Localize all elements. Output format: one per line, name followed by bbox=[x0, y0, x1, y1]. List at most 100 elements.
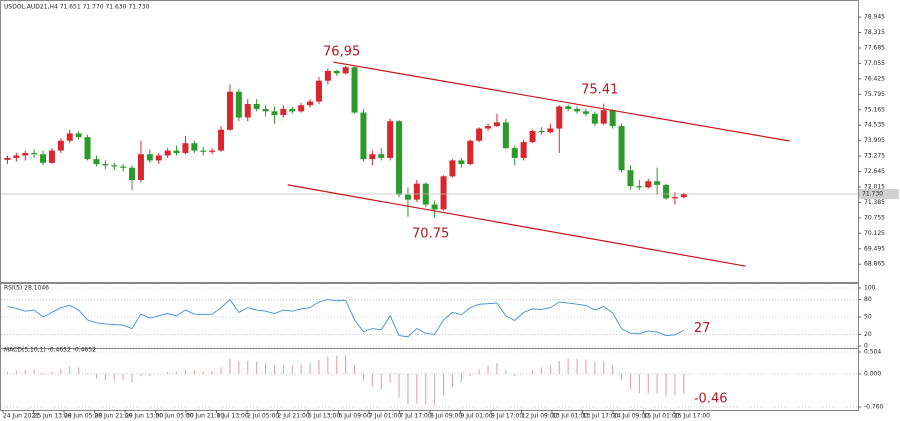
candle-body bbox=[591, 113, 598, 124]
candle-body bbox=[289, 108, 296, 112]
candle-body bbox=[485, 126, 492, 129]
y-tick-label: 76.425 bbox=[864, 75, 885, 82]
macd-bar bbox=[469, 373, 471, 377]
main-panel bbox=[0, 0, 859, 283]
macd-bar bbox=[202, 371, 204, 374]
candle-body bbox=[476, 128, 483, 141]
macd-bar bbox=[327, 356, 329, 374]
y-tick-label: 75.165 bbox=[864, 106, 885, 113]
x-tick-label: 13 Jul 01:00 bbox=[552, 413, 588, 420]
x-tick-label: 15 Jul 17:00 bbox=[674, 413, 710, 420]
candle-body bbox=[342, 67, 349, 74]
macd-bar bbox=[273, 365, 275, 374]
y-tick-label: 0.000 bbox=[864, 370, 881, 377]
candle-body bbox=[520, 142, 527, 158]
macd-bar bbox=[42, 373, 44, 374]
candle-body bbox=[218, 129, 225, 151]
x-tick-label: 6 Jul 09:00 bbox=[339, 413, 371, 420]
y-tick-label: 69.495 bbox=[864, 245, 885, 252]
y-tick-label: 77.055 bbox=[864, 60, 885, 67]
macd-bar bbox=[621, 373, 623, 381]
candle-body bbox=[529, 130, 536, 142]
x-tick-label: 12 Jul 09:00 bbox=[522, 413, 558, 420]
macd-bar bbox=[434, 373, 436, 406]
macd-bar bbox=[309, 363, 311, 374]
macd-bar bbox=[131, 373, 133, 383]
candle-body bbox=[493, 122, 500, 127]
macd-bar bbox=[211, 371, 213, 374]
y-tick-label: 0.504 bbox=[864, 349, 881, 356]
candle-body bbox=[102, 164, 109, 166]
macd-bar bbox=[487, 365, 489, 374]
candle-body bbox=[137, 154, 144, 180]
macd-bar bbox=[247, 360, 249, 374]
y-tick-label: 80 bbox=[864, 296, 872, 303]
macd-bar bbox=[149, 373, 151, 377]
candle-body bbox=[645, 181, 652, 188]
candle-body bbox=[351, 67, 358, 113]
y-tick-label: 77.685 bbox=[864, 44, 885, 51]
candle-body bbox=[120, 166, 127, 168]
candle-body bbox=[413, 183, 420, 200]
x-tick-label: 9 Jul 01:00 bbox=[461, 413, 493, 420]
macd-bar bbox=[665, 373, 667, 396]
trend-line bbox=[287, 184, 746, 267]
candle-body bbox=[244, 104, 251, 118]
x-tick-label: 30 Jun 21:00 bbox=[186, 413, 224, 420]
macd-bar bbox=[24, 369, 26, 374]
macd-bar bbox=[176, 371, 178, 374]
candle-body bbox=[671, 197, 678, 199]
candle-body bbox=[315, 80, 322, 102]
candle-body bbox=[396, 121, 403, 195]
candle-body bbox=[582, 111, 589, 114]
macd-bar bbox=[256, 361, 258, 374]
macd-bar bbox=[87, 373, 89, 374]
x-tick-label: 30 Jun 05:00 bbox=[156, 413, 194, 420]
candle-body bbox=[378, 154, 385, 158]
candle-body bbox=[636, 186, 643, 188]
macd-bar bbox=[282, 365, 284, 374]
macd-bar bbox=[354, 365, 356, 374]
candle-body bbox=[226, 91, 233, 130]
macd-bar bbox=[336, 355, 338, 374]
macd-bar bbox=[140, 373, 142, 377]
macd-bar bbox=[167, 371, 169, 374]
candle-body bbox=[235, 91, 242, 118]
candle-body bbox=[271, 111, 278, 116]
candle-body bbox=[565, 106, 572, 109]
macd-bar bbox=[398, 373, 400, 398]
price-annotation: 70.75 bbox=[412, 226, 449, 241]
x-tick-label: 15 Jul 01:00 bbox=[644, 413, 680, 420]
candle-body bbox=[556, 106, 563, 129]
macd-bar bbox=[505, 369, 507, 374]
candle-body bbox=[173, 150, 180, 154]
y-tick-label: 71.385 bbox=[864, 199, 885, 206]
trend-line bbox=[333, 61, 790, 142]
macd-bar bbox=[594, 361, 596, 374]
candle-body bbox=[307, 101, 314, 106]
macd-bar bbox=[33, 369, 35, 374]
candle-body bbox=[57, 140, 64, 151]
macd-bar bbox=[6, 371, 8, 374]
candle-body bbox=[164, 150, 171, 156]
candle-body bbox=[155, 155, 162, 161]
macd-bar bbox=[122, 373, 124, 380]
macd-bar bbox=[220, 367, 222, 374]
x-tick-label: 28 Jun 21:00 bbox=[95, 413, 133, 420]
y-tick-label: 74.535 bbox=[864, 122, 885, 129]
candle-body bbox=[66, 133, 73, 141]
candle-body bbox=[663, 184, 670, 199]
macd-bar bbox=[193, 370, 195, 374]
candle-body bbox=[387, 121, 394, 158]
macd-bar bbox=[184, 369, 186, 374]
macd-bar bbox=[674, 373, 676, 396]
macd-bar bbox=[265, 363, 267, 374]
candle-body bbox=[22, 153, 29, 156]
candle-body bbox=[84, 137, 91, 160]
macd-bar bbox=[558, 360, 560, 374]
macd-bar bbox=[78, 367, 80, 374]
macd-bar bbox=[549, 365, 551, 374]
rsi-annotation: 27 bbox=[694, 321, 711, 336]
macd-bar bbox=[362, 373, 364, 381]
candle-body bbox=[209, 150, 216, 152]
